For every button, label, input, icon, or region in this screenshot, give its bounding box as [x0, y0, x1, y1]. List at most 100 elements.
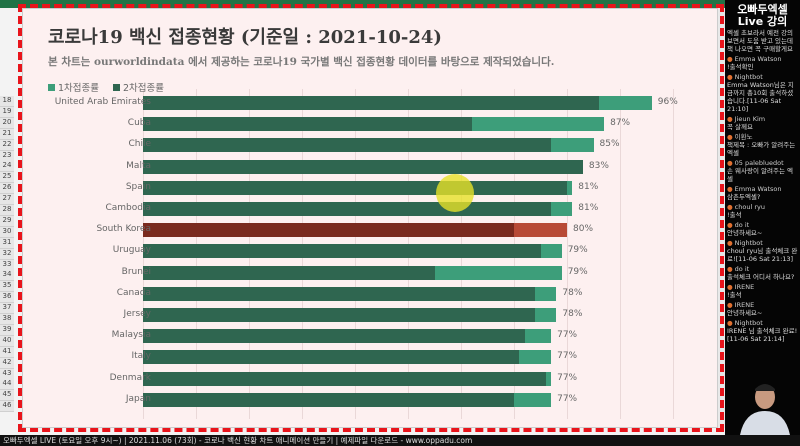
row-header[interactable]: 26 — [0, 183, 14, 195]
row-header[interactable]: 28 — [0, 205, 14, 216]
chat-text: 손 웨사랑이 알려주는 엑셀 — [727, 167, 793, 183]
row-header[interactable]: 31 — [0, 237, 14, 249]
bar-second-dose[interactable] — [143, 265, 435, 280]
bar-second-dose[interactable] — [143, 286, 536, 301]
data-label: 81% — [578, 203, 599, 213]
row-header[interactable]: 21 — [0, 128, 14, 140]
legend-label: 1차접종률 — [58, 83, 100, 94]
bar-second-dose[interactable] — [143, 244, 541, 259]
bar-second-dose[interactable] — [143, 308, 536, 322]
bar-second-dose[interactable] — [143, 329, 525, 344]
category-label: Brunei — [121, 266, 151, 277]
data-label: 77% — [557, 351, 578, 362]
chat-message: Emma Watson!출석확인 — [725, 54, 800, 72]
row-header[interactable]: 19 — [0, 106, 14, 118]
row-header[interactable]: 38 — [0, 314, 14, 325]
row-header[interactable]: 33 — [0, 259, 14, 271]
row-header[interactable]: 44 — [0, 379, 14, 391]
row-header[interactable]: 32 — [0, 248, 14, 260]
chat-username: 05 palebluedot — [727, 159, 798, 167]
bar-second-dose[interactable] — [143, 117, 472, 132]
data-label: 79% — [567, 245, 588, 256]
row-header[interactable]: 42 — [0, 357, 14, 369]
row-header[interactable]: 24 — [0, 161, 14, 173]
chat-title: 오빠두엑셀 Live 강의 — [737, 3, 788, 28]
chat-username: Emma Watson — [727, 55, 798, 63]
bar-second-dose[interactable] — [143, 96, 599, 110]
category-label: Italy — [131, 351, 151, 362]
bar-second-dose[interactable] — [143, 180, 567, 195]
chat-text: 출석체크 어디서 하나요? — [727, 273, 795, 281]
category-label: Malaysia — [111, 330, 151, 341]
data-label: 81% — [578, 181, 599, 192]
gridline — [673, 89, 674, 419]
row-header[interactable]: 39 — [0, 324, 14, 336]
chat-text: !출석 — [727, 291, 742, 299]
row-header[interactable]: 34 — [0, 270, 14, 282]
row-header[interactable]: 23 — [0, 150, 14, 162]
row-header[interactable]: 30 — [0, 226, 14, 238]
bar-second-dose[interactable] — [143, 223, 514, 238]
chat-username: Nightbot — [727, 319, 798, 327]
gridline — [620, 89, 621, 419]
excel-status-bar — [0, 428, 725, 435]
bar-second-dose[interactable] — [143, 392, 514, 407]
category-label: Uruguay — [112, 245, 151, 256]
row-header[interactable]: 46 — [0, 401, 14, 413]
bar-second-dose[interactable] — [143, 138, 552, 153]
chat-username: IRENE — [727, 283, 798, 291]
category-label: Malta — [126, 160, 151, 171]
row-header[interactable]: 27 — [0, 194, 14, 206]
category-label: Japan — [125, 393, 151, 404]
chat-text: 안녕하세요~ — [727, 309, 763, 317]
live-chat-panel[interactable]: 오빠두엑셀 Live 강의 엑셀 초보라서 예전 강의 보면서 도움 받고 있는… — [725, 0, 800, 435]
row-header[interactable]: 45 — [0, 390, 14, 402]
data-label: 78% — [562, 287, 583, 298]
row-header[interactable]: 36 — [0, 292, 14, 304]
chat-text: 책제목 : 오빠가 알려주는 엑셀 — [727, 141, 796, 157]
row-header[interactable]: 29 — [0, 215, 14, 227]
row-header[interactable]: 37 — [0, 303, 14, 315]
bar-second-dose[interactable] — [143, 350, 520, 365]
row-header[interactable]: 40 — [0, 335, 14, 347]
chat-username: do it — [727, 265, 798, 273]
category-label: United Arab Emirates — [54, 97, 151, 107]
excel-row-headers: 18 19 20 21 22 23 24 25 26 27 28 29 30 31 32 33 34 35 36 37… — [0, 8, 22, 428]
chat-username: do it — [727, 221, 798, 229]
bar-second-dose[interactable] — [143, 371, 546, 386]
chat-username: Nightbot — [727, 239, 798, 247]
row-header[interactable]: 35 — [0, 281, 14, 293]
data-label: 77% — [557, 393, 578, 404]
data-label: 85% — [599, 139, 620, 150]
chat-username: choul ryu — [727, 203, 798, 211]
row-header[interactable]: 43 — [0, 368, 14, 380]
bar-second-dose[interactable] — [143, 159, 583, 174]
chat-text: !출석확인 — [727, 63, 754, 71]
chat-username: Emma Watson — [727, 185, 798, 193]
chat-text: 안녕하세요~ — [727, 229, 763, 237]
chat-username: 이환노 — [727, 133, 798, 141]
chat-text: 꼭 살께요 — [727, 123, 753, 131]
row-header[interactable]: 41 — [0, 346, 14, 358]
row-header[interactable]: 18 — [0, 96, 14, 107]
chat-username: IRENE — [727, 301, 798, 309]
row-header[interactable]: 22 — [0, 139, 14, 151]
plot-area: United Arab Emirates 96% Cuba 87% Chile 85% Ma… — [23, 9, 719, 429]
chat-text: choul ryu님 출석체크 완료![11-06 Sat 21:13] — [727, 247, 798, 263]
webcam-presenter — [740, 384, 790, 435]
data-label: 77% — [557, 372, 578, 383]
chat-message: IRENE!출석 — [725, 282, 800, 300]
legend: 1차접종률 2차접종률 — [48, 80, 164, 94]
data-label: 77% — [557, 330, 578, 341]
row-header[interactable]: 25 — [0, 172, 14, 184]
category-label: Spain — [125, 181, 151, 192]
chat-username: Jieun Kim — [727, 115, 798, 123]
row-header[interactable]: 20 — [0, 117, 14, 129]
chart-area[interactable]: United Arab Emirates 96% Cuba 87% Chile 85% Ma… — [22, 8, 718, 428]
bar-second-dose[interactable] — [143, 202, 552, 216]
